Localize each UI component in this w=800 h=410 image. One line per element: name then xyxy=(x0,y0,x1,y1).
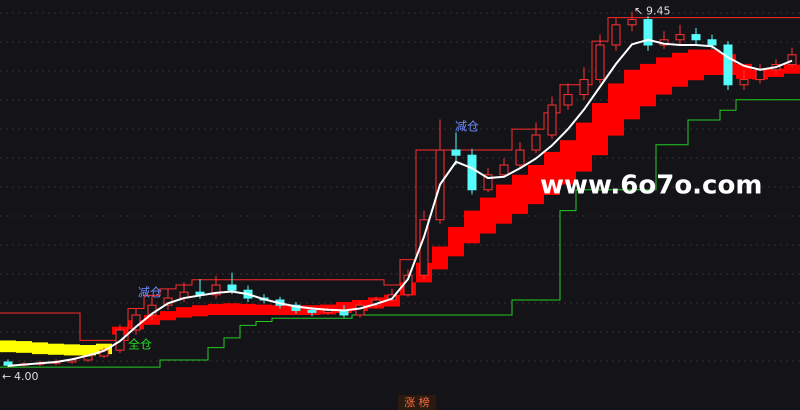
band-bar xyxy=(672,52,688,87)
max-arrow: ↖ xyxy=(634,5,643,18)
candle-body xyxy=(547,104,557,136)
candle-body xyxy=(627,19,637,26)
band-bar xyxy=(512,174,528,214)
candle-body xyxy=(451,149,461,156)
band-bar xyxy=(640,63,656,107)
band-bar xyxy=(272,305,288,315)
candle-body xyxy=(307,309,317,313)
band-bar xyxy=(0,340,16,353)
candle-body xyxy=(595,44,605,81)
candle-body xyxy=(755,69,765,81)
candle-body xyxy=(563,94,573,106)
annotation: 减仓 xyxy=(138,286,162,300)
band-bar xyxy=(176,307,192,318)
candle-body xyxy=(787,54,797,66)
band-bar xyxy=(464,210,480,244)
band-bar xyxy=(576,122,592,172)
candle-body xyxy=(675,34,685,41)
band-bar xyxy=(224,303,240,315)
band-bar xyxy=(480,197,496,234)
candle-body xyxy=(227,284,237,291)
candle-body xyxy=(707,39,717,46)
band-bar xyxy=(16,341,32,353)
annotation: 减仓 xyxy=(455,120,479,134)
band-bar xyxy=(544,151,560,195)
band-bar xyxy=(560,140,576,185)
candle-body xyxy=(515,149,525,166)
band-bar xyxy=(48,343,64,355)
band-bar xyxy=(496,184,512,224)
min-arrow: ← xyxy=(2,370,11,383)
band-bar xyxy=(432,246,448,270)
candle-body xyxy=(483,174,493,191)
band-bar xyxy=(256,304,272,315)
candle-body xyxy=(579,79,589,96)
band-bar xyxy=(608,83,624,136)
max-label: 9.45 xyxy=(646,5,671,18)
band-bar xyxy=(704,49,720,75)
band-bar xyxy=(208,303,224,315)
band-bar xyxy=(656,57,672,95)
footer-box xyxy=(398,395,436,410)
candle-body xyxy=(643,19,653,46)
band-bar xyxy=(528,165,544,205)
watermark: www.6o7o.com xyxy=(540,171,762,201)
band-bar xyxy=(240,303,256,315)
band-bar xyxy=(688,49,704,81)
candle-body xyxy=(723,44,733,86)
band-bar xyxy=(160,311,176,321)
band-bar xyxy=(80,345,96,356)
candle-body xyxy=(355,304,365,316)
footer: 涨 榜 xyxy=(404,395,430,409)
candle-body xyxy=(691,34,701,41)
annotation: 全仓 xyxy=(128,337,152,352)
candle-body xyxy=(499,164,509,176)
band-bar xyxy=(592,103,608,156)
candle-body xyxy=(211,284,221,296)
candle-body xyxy=(611,24,621,46)
band-bar xyxy=(64,344,80,356)
band-bar xyxy=(784,64,800,74)
step-line xyxy=(0,99,800,368)
min-label: 4.00 xyxy=(14,370,39,383)
candle-body xyxy=(467,154,477,191)
band-bar xyxy=(192,305,208,317)
plot: ↖ 9.45 ← 4.00 xyxy=(0,5,800,383)
band-bar xyxy=(448,226,464,257)
candle-body xyxy=(531,134,541,151)
band-bar xyxy=(32,342,48,355)
moving-average xyxy=(7,38,793,367)
step-line xyxy=(0,17,800,341)
candle-body xyxy=(739,79,749,86)
band-bar xyxy=(624,69,640,120)
